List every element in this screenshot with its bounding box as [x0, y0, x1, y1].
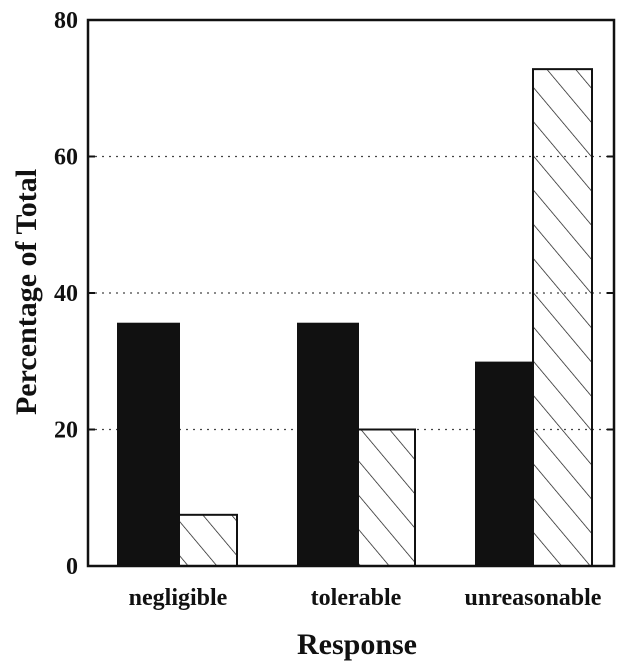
x-category-label: negligible	[129, 585, 228, 611]
y-tick-label: 20	[54, 418, 78, 444]
bar-unreasonable-solid	[475, 361, 534, 567]
bars	[117, 68, 593, 567]
x-category-label: tolerable	[311, 585, 402, 611]
bar-unreasonable-hatched	[532, 68, 593, 567]
bar-negligible-hatched	[178, 513, 238, 567]
y-tick-label: 0	[66, 554, 78, 580]
bar-tolerable-solid	[297, 322, 359, 567]
y-axis-title: Percentage of Total	[10, 169, 43, 415]
y-tick-label: 60	[54, 145, 78, 171]
x-category-label: unreasonable	[465, 585, 602, 611]
y-tick-labels: 0 20 40 60 80	[54, 8, 78, 580]
x-axis-title: Response	[297, 628, 417, 661]
x-category-labels: negligible tolerable unreasonable	[129, 585, 602, 611]
y-tick-label: 40	[54, 281, 78, 307]
y-tick-label: 80	[54, 8, 78, 34]
bar-negligible-solid	[117, 322, 180, 567]
bar-tolerable-hatched	[357, 428, 416, 567]
plot-frame	[86, 18, 616, 568]
